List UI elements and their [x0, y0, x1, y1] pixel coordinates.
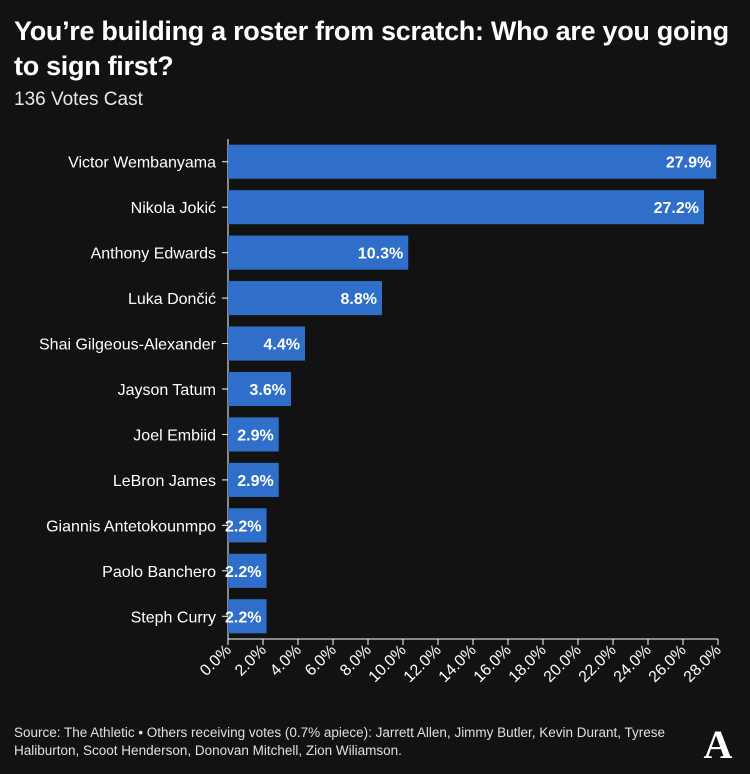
x-tick-label-6: 12.0% — [401, 642, 445, 686]
bar-2 — [228, 235, 409, 270]
data-label-10: 2.2% — [225, 609, 261, 626]
bar-0 — [228, 144, 717, 179]
x-tick-label-12: 24.0% — [611, 642, 655, 686]
data-label-8: 2.2% — [225, 518, 261, 535]
bar-chart: Victor Wembanyama 27.9% Nikola Jokić 27.2% A… — [39, 139, 725, 686]
bar-6 — [228, 417, 279, 452]
x-tick-label-14: 28.0% — [681, 642, 725, 686]
bar-7 — [228, 462, 279, 497]
bar-10 — [228, 599, 267, 634]
category-label-0: Victor Wembanyama — [68, 155, 216, 172]
source-note: Source: The Athletic • Others receiving … — [14, 725, 666, 758]
data-label-6: 2.9% — [237, 427, 273, 444]
x-tick-label-10: 20.0% — [541, 642, 585, 686]
x-tick-label-0: 0.0% — [197, 642, 235, 680]
logo-letter: A — [704, 722, 733, 764]
data-label-2: 10.3% — [358, 246, 403, 263]
data-label-0: 27.9% — [666, 155, 711, 172]
category-label-9: Paolo Banchero — [102, 564, 216, 581]
x-tick-label-7: 14.0% — [436, 642, 480, 686]
bar-3 — [228, 281, 382, 316]
data-label-1: 27.2% — [654, 200, 699, 217]
bar-9 — [228, 553, 267, 588]
data-label-9: 2.2% — [225, 564, 261, 581]
x-tick-label-1: 2.0% — [232, 642, 270, 680]
x-tick-label-5: 10.0% — [366, 642, 410, 686]
category-label-7: LeBron James — [113, 473, 216, 490]
x-tick-label-2: 4.0% — [267, 642, 305, 680]
bar-1 — [228, 190, 704, 225]
the-athletic-logo-icon: A — [704, 722, 733, 764]
x-tick-label-11: 22.0% — [576, 642, 620, 686]
bar-5 — [228, 371, 291, 407]
x-tick-label-9: 18.0% — [506, 642, 550, 686]
data-label-3: 8.8% — [341, 291, 377, 308]
x-tick-label-3: 6.0% — [302, 642, 340, 680]
category-label-1: Nikola Jokić — [131, 200, 216, 217]
category-label-6: Joel Embiid — [133, 427, 216, 444]
category-label-10: Steph Curry — [131, 609, 216, 626]
x-tick-label-8: 16.0% — [471, 642, 515, 686]
data-label-4: 4.4% — [264, 337, 300, 354]
category-label-5: Jayson Tatum — [118, 382, 216, 399]
category-label-8: Giannis Antetokounmpo — [46, 518, 216, 535]
bar-4 — [228, 326, 305, 361]
data-label-5: 3.6% — [250, 382, 286, 399]
chart-title: You’re building a roster from scratch: W… — [14, 16, 729, 81]
category-label-2: Anthony Edwards — [91, 246, 216, 263]
x-tick-label-13: 26.0% — [646, 642, 690, 686]
chart-subtitle: 136 Votes Cast — [14, 89, 143, 110]
category-label-3: Luka Dončić — [128, 291, 216, 308]
category-label-4: Shai Gilgeous-Alexander — [39, 337, 217, 354]
data-label-7: 2.9% — [237, 473, 273, 490]
bar-8 — [228, 508, 267, 543]
